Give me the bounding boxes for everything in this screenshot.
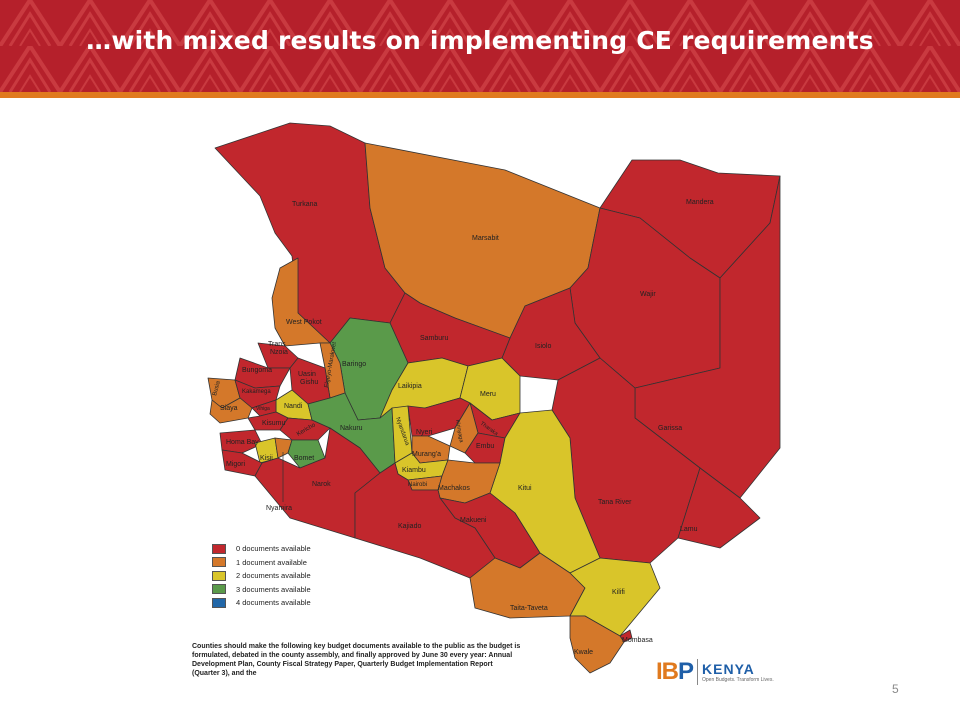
logo-tagline: Open Budgets. Transform Lives.	[702, 677, 774, 683]
legend-item: 4 documents available	[212, 596, 311, 610]
label-marsabit: Marsabit	[472, 235, 499, 242]
county-narok[interactable]	[254, 427, 381, 539]
label-isiolo: Isiolo	[535, 343, 551, 350]
ibp-wordmark-left: IB	[656, 658, 679, 685]
label-wajir: Wajir	[640, 291, 656, 298]
legend-swatch-2	[212, 570, 226, 581]
label-samburu: Samburu	[420, 335, 449, 342]
label-kilifi: Kilifi	[612, 589, 625, 596]
label-machakos: Machakos	[438, 485, 470, 492]
label-nandi: Nandi	[284, 403, 303, 410]
legend-swatch-4	[212, 597, 226, 608]
label-west-pokot: West Pokot	[286, 319, 322, 326]
county-bomet[interactable]	[287, 439, 326, 469]
label-kajiado: Kajiado	[398, 523, 421, 530]
ibp-wordmark-right: P	[678, 658, 694, 685]
legend-label: 0 documents available	[236, 544, 311, 554]
label-kitui: Kitui	[518, 485, 532, 492]
banner-pattern	[0, 0, 960, 92]
label-narok: Narok	[312, 481, 331, 488]
label-tana-river: Tana River	[598, 499, 632, 506]
label-makueni: Makueni	[460, 517, 487, 524]
label-meru: Meru	[480, 391, 496, 398]
ibp-wordmark: IBP	[656, 658, 694, 686]
label-embu: Embu	[476, 443, 494, 450]
county-kilifi[interactable]	[569, 557, 661, 637]
banner-stripe	[0, 92, 960, 98]
label-lamu: Lamu	[680, 526, 698, 533]
label-nakuru: Nakuru	[340, 425, 363, 432]
label-busia: Busia	[212, 380, 222, 397]
label-nyamira: Nyamira	[266, 505, 292, 512]
kenya-county-map: Turkana Marsabit Mandera Wajir West Poko…	[180, 118, 790, 678]
label-baringo: Baringo	[342, 361, 366, 368]
label-trans-nzoia: Trans Nzoia	[268, 341, 288, 356]
label-mombasa: Mombasa	[622, 637, 653, 644]
label-nyeri: Nyeri	[416, 429, 433, 436]
legend-label: 4 documents available	[236, 598, 311, 608]
label-garissa: Garissa	[658, 425, 682, 432]
title-banner: …with mixed results on implementing CE r…	[0, 0, 960, 92]
legend-swatch-0	[212, 543, 226, 554]
label-vihiga: Vihiga	[256, 406, 270, 412]
county-muranga[interactable]	[411, 435, 451, 464]
map-legend: 0 documents available 1 document availab…	[212, 542, 311, 610]
logo-kenya-block: KENYA Open Budgets. Transform Lives.	[702, 661, 774, 683]
legend-label: 2 documents available	[236, 571, 311, 581]
county-siaya[interactable]	[209, 397, 253, 424]
label-muranga: Murang'a	[412, 451, 441, 458]
label-mandera: Mandera	[686, 199, 714, 206]
label-migori: Migori	[226, 461, 246, 468]
county-kwale[interactable]	[569, 615, 625, 674]
label-siaya: Siaya	[220, 405, 238, 412]
label-nairobi: Nairobi	[408, 482, 427, 488]
legend-label: 3 documents available	[236, 584, 311, 594]
label-bungoma: Bungoma	[242, 367, 272, 374]
label-laikipia: Laikipia	[398, 383, 422, 390]
label-kakamega: Kakamega	[242, 389, 271, 395]
page-number: 5	[892, 682, 899, 696]
legend-item: 0 documents available	[212, 542, 311, 556]
slide-title: …with mixed results on implementing CE r…	[86, 26, 874, 55]
label-kwale: Kwale	[574, 649, 593, 656]
legend-item: 3 documents available	[212, 583, 311, 597]
county-homa-bay[interactable]	[219, 429, 263, 454]
label-bomet: Bomet	[294, 455, 314, 462]
legend-swatch-3	[212, 584, 226, 595]
label-homa-bay: Homa Bay	[226, 439, 259, 446]
label-kirinyaga: Kirinyaga	[454, 419, 464, 444]
legend-item: 1 document available	[212, 556, 311, 570]
legend-swatch-1	[212, 557, 226, 568]
label-kisii: Kisii	[260, 455, 273, 462]
logo-kenya-text: KENYA	[702, 661, 755, 677]
label-kiambu: Kiambu	[402, 467, 426, 474]
map-footnote: Counties should make the following key b…	[192, 643, 521, 677]
logo-divider	[697, 659, 699, 685]
legend-label: 1 document available	[236, 557, 307, 567]
legend-item: 2 documents available	[212, 569, 311, 583]
county-kajiado[interactable]	[354, 462, 496, 579]
ibp-kenya-logo: IBP KENYA Open Budgets. Transform Lives.	[656, 654, 786, 690]
county-lamu[interactable]	[677, 467, 761, 549]
label-turkana: Turkana	[292, 201, 318, 208]
label-kisumu: Kisumu	[262, 420, 285, 427]
label-uasin-gishu: Uasin Gishu	[298, 371, 318, 386]
label-taita-taveta: Taita-Taveta	[510, 605, 548, 612]
